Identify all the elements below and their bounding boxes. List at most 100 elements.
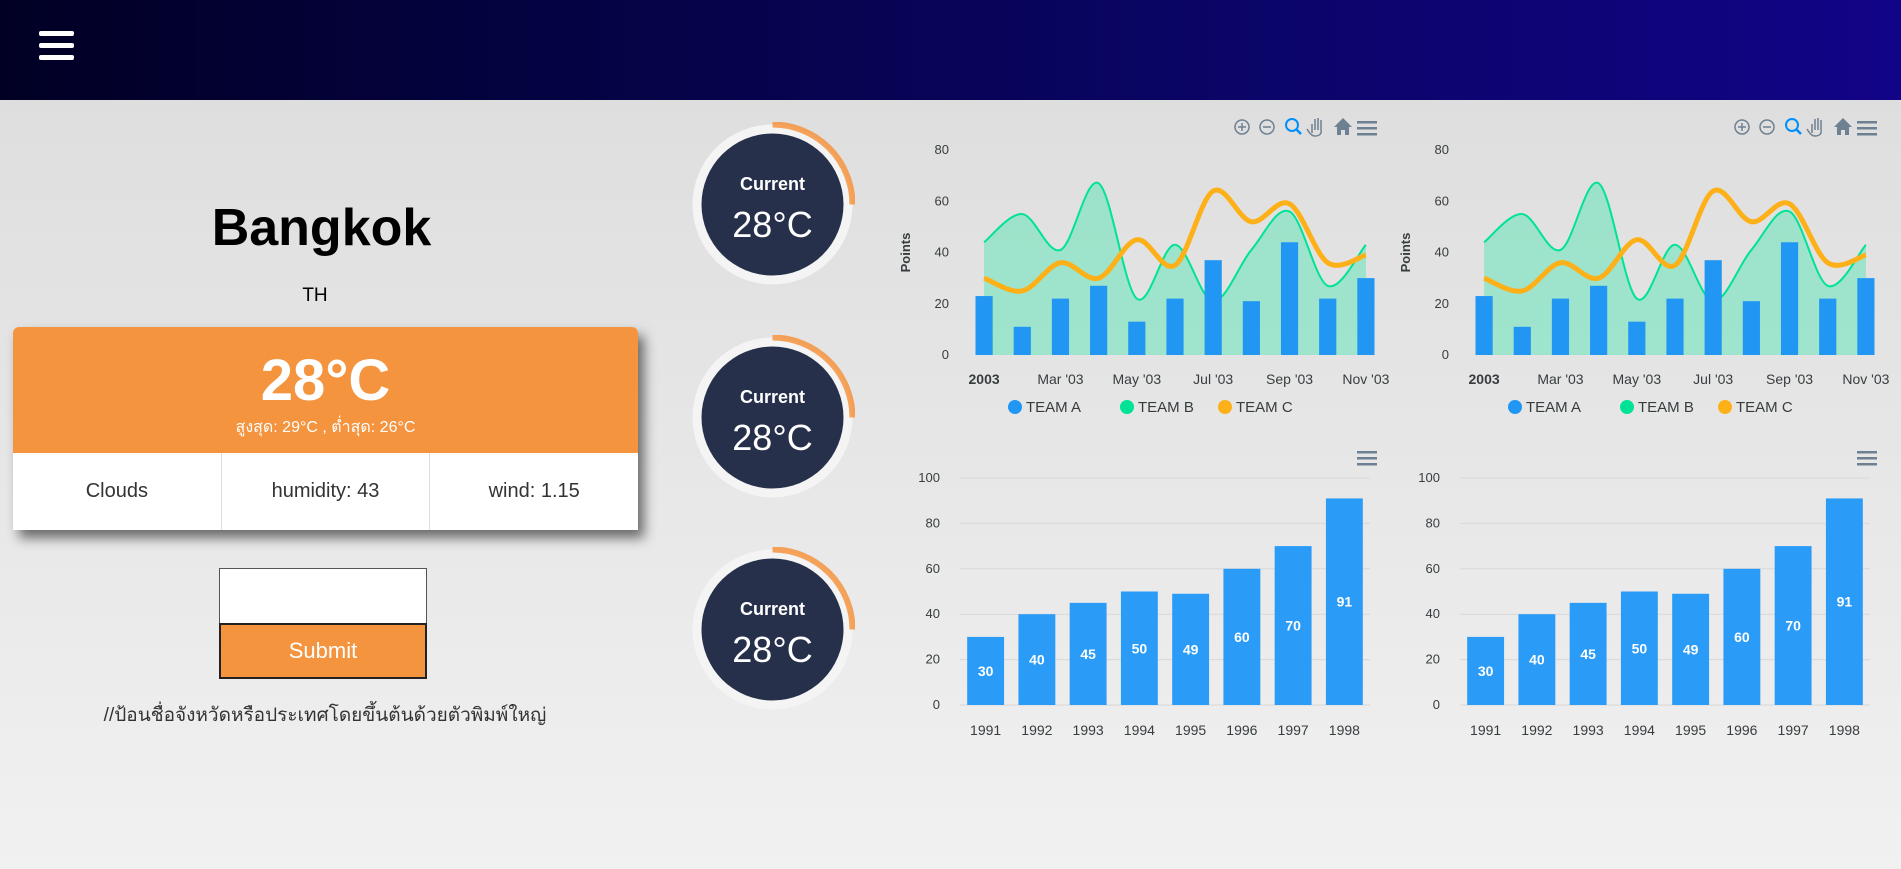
x-tick-label: 1997: [1278, 722, 1309, 738]
y-tick-label: 0: [933, 697, 940, 712]
temperature-gauge: Current 28°C: [690, 122, 855, 287]
y-tick-label: 80: [935, 142, 949, 157]
team-a-bar: [1704, 260, 1722, 355]
team-a-bar: [1280, 242, 1299, 355]
y-tick-label: 100: [918, 470, 940, 485]
y-tick-label: 0: [1442, 347, 1449, 362]
zoom-out-icon[interactable]: [1259, 119, 1275, 135]
x-tick-label: 1991: [970, 722, 1001, 738]
bar-data-label: 45: [1580, 646, 1596, 662]
selection-zoom-icon[interactable]: [1785, 118, 1802, 135]
x-tick-label: Nov '03: [1842, 371, 1889, 387]
team-c-line: [983, 187, 1367, 294]
bar: [1723, 568, 1761, 705]
team-a-bar: [1513, 326, 1531, 355]
y-axis-label: Points: [1398, 233, 1413, 273]
mixed-chart-1: 0 20 40 60 80 Points 2003 Mar '03 May '03 Jul '03…: [898, 118, 1390, 416]
submit-button[interactable]: Submit: [219, 623, 427, 679]
chart-menu-icon[interactable]: [1357, 121, 1377, 136]
x-tick-label: 1995: [1175, 722, 1206, 738]
y-tick-label: 0: [1433, 697, 1440, 712]
y-tick-label: 60: [1435, 193, 1449, 208]
team-a-bar: [1242, 301, 1260, 355]
temperature-gauge: Current 28°C: [690, 547, 855, 712]
legend-marker: [1218, 400, 1232, 414]
team-b-area-fill: [984, 182, 1366, 355]
team-a-bar: [1857, 278, 1875, 355]
team-a-bar: [1166, 298, 1184, 355]
y-tick-label: 60: [935, 193, 949, 208]
bar: [1223, 568, 1261, 705]
legend-marker: [1620, 400, 1634, 414]
bar: [1172, 593, 1210, 705]
city-search-input[interactable]: [219, 568, 427, 624]
zoom-out-icon[interactable]: [1759, 119, 1775, 135]
y-tick-label: 20: [935, 296, 949, 311]
bar: [1518, 614, 1556, 705]
selection-zoom-icon[interactable]: [1285, 118, 1302, 135]
gauge-face: [701, 558, 844, 701]
y-tick-label: 100: [1418, 470, 1440, 485]
bar-data-label: 30: [1478, 663, 1494, 679]
zoom-in-icon[interactable]: [1234, 119, 1250, 135]
legend-label: TEAM B: [1638, 399, 1694, 416]
reset-home-icon[interactable]: [1834, 118, 1852, 135]
gauge-title: Current: [739, 387, 805, 407]
gauge-value: 28°C: [732, 204, 813, 245]
chart-menu-icon[interactable]: [1857, 121, 1877, 136]
x-tick-label: May '03: [1113, 371, 1162, 387]
hamburger-icon[interactable]: [39, 31, 74, 61]
x-tick-label: 1998: [1329, 722, 1360, 738]
chart-menu-icon[interactable]: [1357, 451, 1377, 466]
pan-icon[interactable]: [1306, 118, 1322, 137]
team-a-bar: [1357, 278, 1375, 355]
bar-data-label: 70: [1285, 618, 1301, 634]
y-tick-label: 60: [926, 561, 940, 576]
bar-data-label: 60: [1234, 629, 1250, 645]
bar-data-label: 50: [1132, 640, 1148, 656]
bar: [1120, 591, 1158, 705]
team-a-bar: [1013, 326, 1031, 355]
team-a-bar: [1666, 298, 1684, 355]
x-tick-label: Sep '03: [1266, 371, 1313, 387]
x-tick-label: 2003: [969, 371, 1000, 387]
y-tick-label: 20: [1435, 296, 1449, 311]
legend-label: TEAM C: [1736, 399, 1793, 416]
legend-marker: [1008, 400, 1022, 414]
temperature-gauge: Current 28°C: [690, 335, 855, 500]
team-a-bar: [1590, 285, 1608, 355]
chart-menu-icon[interactable]: [1857, 451, 1877, 466]
team-a-bar: [975, 296, 993, 355]
bar: [1274, 546, 1312, 705]
y-tick-label: 20: [926, 652, 940, 667]
y-tick-label: 40: [935, 245, 949, 260]
bar: [967, 636, 1005, 705]
team-a-bar: [1551, 298, 1570, 355]
team-b-area-fill: [1484, 182, 1866, 355]
bar: [1467, 636, 1505, 705]
x-tick-label: 1993: [1573, 722, 1604, 738]
zoom-in-icon[interactable]: [1734, 119, 1750, 135]
team-a-bar: [1628, 321, 1646, 355]
y-tick-label: 80: [926, 515, 940, 530]
reset-home-icon[interactable]: [1334, 118, 1352, 135]
x-tick-label: 1997: [1778, 722, 1809, 738]
x-tick-label: Mar '03: [1537, 371, 1583, 387]
weather-card-header: 28°C สูงสุด: 29°C , ต่ำสุด: 26°C: [13, 327, 638, 453]
team-a-bar: [1780, 242, 1799, 355]
y-tick-label: 40: [1426, 606, 1440, 621]
x-tick-label: 1993: [1073, 722, 1104, 738]
pan-icon[interactable]: [1806, 118, 1822, 137]
legend-label: TEAM C: [1236, 399, 1293, 416]
top-navbar: [0, 0, 1901, 100]
gauge-arc: [772, 547, 855, 630]
x-tick-label: 1991: [1470, 722, 1501, 738]
bar-data-label: 45: [1080, 646, 1096, 662]
x-tick-label: 2003: [1469, 371, 1500, 387]
legend-label: TEAM B: [1138, 399, 1194, 416]
gauge-title: Current: [739, 599, 805, 619]
bar: [1825, 498, 1863, 705]
bar: [1018, 614, 1056, 705]
team-a-bar: [1204, 260, 1222, 355]
x-tick-label: 1995: [1675, 722, 1706, 738]
